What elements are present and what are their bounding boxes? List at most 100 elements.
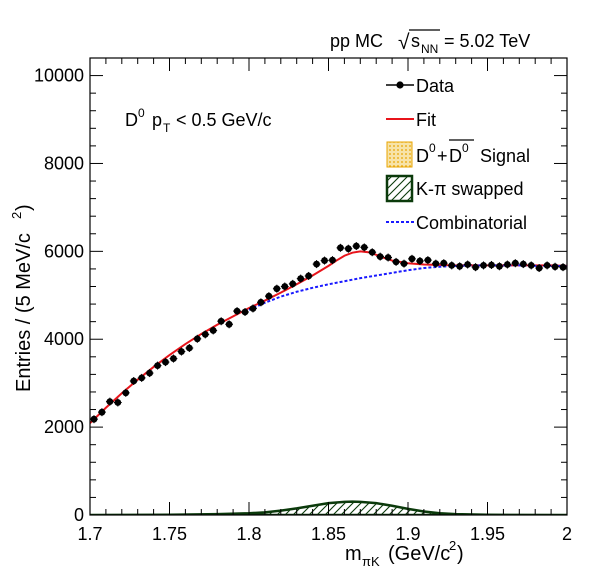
legend-data-label: Data [416,76,455,96]
x-tick-label: 1.85 [311,524,346,544]
data-point [296,274,305,283]
legend-signal-plus: + [437,146,448,166]
data-point [288,279,297,288]
data-point [137,373,146,382]
data-point [264,292,273,301]
energy-header: pp MC √ s NN = 5.02 TeV [330,29,530,56]
legend-entry-combinatorial: Combinatorial [386,213,527,233]
legend: Data Fit D 0 + D 0 Signal K-π swapped Co… [385,76,530,233]
data-point [447,261,456,270]
y-tick-label: 6000 [44,241,84,261]
data-point [535,264,544,273]
x-tick-label: 1.9 [395,524,420,544]
data-point [543,261,552,270]
legend-signal-zero2: 0 [462,141,469,155]
header-energy: = 5.02 TeV [444,31,530,51]
annotation-p: p [152,110,162,130]
data-point [121,388,130,397]
fit-curve [90,250,567,424]
y-axis-title: Entries / (5 MeV/c 2 ) [9,204,35,392]
data-point [225,320,234,329]
data-point [217,317,226,326]
y-tick-label: 0 [74,505,84,525]
x-tick-label: 1.7 [77,524,102,544]
data-point [272,284,281,293]
data-point [376,252,385,261]
y-tick-label: 4000 [44,329,84,349]
data-point [249,304,257,313]
data-point [209,326,218,335]
data-point [431,259,440,268]
data-point [360,243,369,252]
legend-entry-signal: D 0 + D 0 Signal [386,139,530,168]
xlabel-close: ) [457,543,464,565]
data-point [233,307,241,316]
data-point [312,260,321,269]
data-point [177,347,186,356]
ylabel-close: ) [13,204,35,211]
data-point [527,261,536,270]
data-point [471,263,480,272]
data-point [439,259,448,268]
data-points [90,242,567,424]
ylabel-main: Entries / (5 MeV/c [13,233,35,392]
legend-entry-data: Data [386,76,455,96]
ylabel-sup: 2 [9,212,24,219]
x-axis-title: m πK (GeV/c 2 ) [345,538,464,569]
data-point [320,256,329,265]
data-point [145,369,154,378]
data-point [129,376,138,385]
data-point [495,262,504,271]
data-point [416,257,424,266]
legend-signal-dbar: D [449,146,462,166]
y-axis-ticks: 0 2000 4000 6000 8000 10000 [34,57,567,525]
legend-entry-swapped: K-π swapped [385,174,523,203]
data-point [193,334,202,343]
data-point [185,344,194,353]
data-point [352,242,361,251]
sqrt-symbol: √ [398,31,410,54]
legend-fit-label: Fit [416,110,436,130]
legend-combinatorial-label: Combinatorial [416,213,527,233]
data-point [336,243,345,252]
data-point [257,298,265,307]
data-point [503,260,512,269]
legend-signal-d: D [416,146,429,166]
y-tick-label: 8000 [44,153,84,173]
data-point [368,248,377,257]
data-point [463,260,472,269]
xlabel-sup: 2 [449,538,456,553]
legend-signal-swatch [386,141,413,168]
legend-swapped-label: K-π swapped [416,179,523,199]
xlabel-unit: (GeV/c [388,543,450,565]
data-point [328,256,337,265]
data-point [105,397,114,406]
header-s: s [411,31,420,51]
annotation-cut: < 0.5 GeV/c [176,110,272,130]
xlabel-sub: πK [362,554,380,569]
x-axis-ticks: 1.7 1.75 1.8 1.85 1.9 1.95 2 [77,58,572,544]
line-layer [90,250,567,424]
x-tick-label: 1.75 [152,524,187,544]
x-tick-label: 1.95 [470,524,505,544]
combinatorial-curve [248,264,567,311]
y-tick-label: 2000 [44,417,84,437]
header-nn: NN [421,42,438,56]
data-point [113,398,122,407]
legend-data-marker [396,81,404,89]
data-point [344,244,353,253]
data-point [400,259,408,268]
data-point [241,307,249,316]
x-tick-label: 1.8 [236,524,261,544]
data-point [479,261,488,270]
data-point [519,260,528,269]
data-point [455,262,464,271]
data-point [487,260,496,269]
legend-signal-word: Signal [480,146,530,166]
annotation-zero: 0 [138,106,145,120]
data-point [392,257,400,266]
data-point [280,282,289,291]
pt-cut-annotation: D 0 p T < 0.5 GeV/c [125,106,272,135]
data-point [153,361,162,370]
